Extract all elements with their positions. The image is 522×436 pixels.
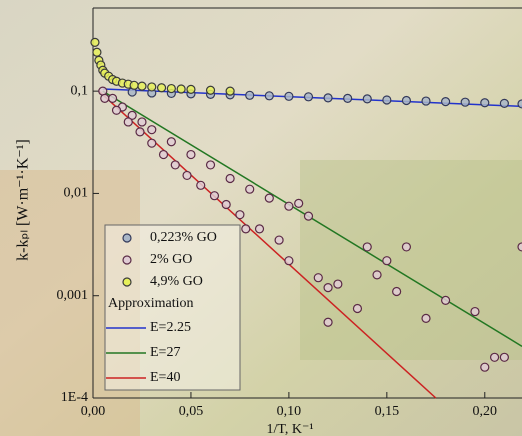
x-tick-label: 0,10 (277, 404, 302, 419)
point (158, 149, 169, 160)
x-tick-label: 0,00 (81, 404, 106, 419)
point (362, 94, 372, 104)
y-tick-label: 0,01 (64, 186, 89, 201)
point (245, 90, 255, 100)
point (209, 191, 220, 201)
point (460, 97, 470, 107)
point (441, 295, 451, 305)
point (294, 198, 304, 208)
point (156, 83, 167, 93)
legend-marker (122, 277, 132, 287)
x-tick-label: 0,20 (473, 404, 498, 419)
point (323, 283, 333, 293)
y-tick-label: 0,1 (71, 83, 89, 98)
point (352, 303, 363, 314)
point (489, 352, 500, 362)
point (100, 93, 110, 103)
point (225, 173, 235, 184)
point (221, 199, 231, 210)
point (480, 98, 490, 108)
point (274, 235, 284, 245)
fit-line (102, 90, 522, 347)
point (254, 224, 265, 234)
point (241, 224, 251, 234)
point (284, 201, 294, 211)
legend-label: E=40 (150, 370, 180, 385)
point (225, 86, 235, 96)
legend-marker (122, 255, 132, 265)
y-tick-label: 1E-4 (61, 390, 88, 405)
legend-title: Approximation (108, 296, 194, 311)
point (480, 362, 490, 372)
point (135, 127, 145, 137)
x-axis-label: 1/T, K⁻¹ (266, 422, 313, 436)
point (392, 286, 402, 297)
point (323, 93, 333, 103)
point (129, 80, 139, 90)
legend-label: 2% GO (150, 252, 192, 267)
point (499, 98, 509, 108)
point (186, 149, 196, 160)
point (372, 270, 382, 280)
point (92, 47, 102, 57)
point (137, 81, 147, 91)
point (313, 273, 323, 283)
background-shape (300, 160, 522, 360)
x-tick-label: 0,05 (179, 404, 204, 419)
point (137, 117, 147, 127)
point (421, 313, 431, 324)
point (284, 91, 294, 101)
point (147, 138, 157, 148)
point (401, 95, 412, 106)
legend-box (104, 224, 241, 391)
point (127, 110, 137, 120)
point (284, 256, 294, 266)
point (205, 160, 216, 170)
point (382, 256, 392, 266)
point (196, 180, 206, 190)
point (166, 137, 176, 147)
point (166, 83, 176, 94)
point (441, 97, 451, 107)
legend-label: 0,223% GO (150, 230, 217, 245)
point (303, 92, 314, 102)
point (170, 160, 180, 170)
point (499, 352, 509, 362)
point (111, 105, 122, 115)
legend-label: E=27 (150, 345, 180, 360)
point (517, 242, 522, 252)
point (186, 84, 196, 95)
point (343, 93, 353, 103)
point (362, 242, 372, 252)
x-tick-label: 0,15 (375, 404, 400, 419)
point (421, 96, 431, 106)
point (182, 170, 192, 181)
point (264, 193, 274, 203)
point (235, 210, 245, 220)
point (245, 184, 255, 194)
point (517, 99, 522, 109)
point (382, 95, 392, 105)
point (107, 93, 118, 103)
point (90, 37, 100, 47)
point (470, 306, 480, 317)
legend-marker (122, 233, 132, 243)
legend-label: 4,9% GO (150, 274, 203, 289)
point (147, 125, 157, 135)
point (123, 117, 133, 127)
point (264, 91, 274, 101)
point (303, 211, 314, 221)
y-axis-label: k-kₚₗ [W·m⁻¹·K⁻¹] (15, 139, 32, 261)
point (401, 242, 412, 252)
point (147, 82, 157, 92)
y-tick-label: 0,001 (57, 288, 89, 303)
point (323, 317, 333, 327)
point (176, 84, 186, 94)
point (205, 85, 216, 95)
point (333, 279, 343, 289)
legend-label: E=2.25 (150, 320, 191, 335)
